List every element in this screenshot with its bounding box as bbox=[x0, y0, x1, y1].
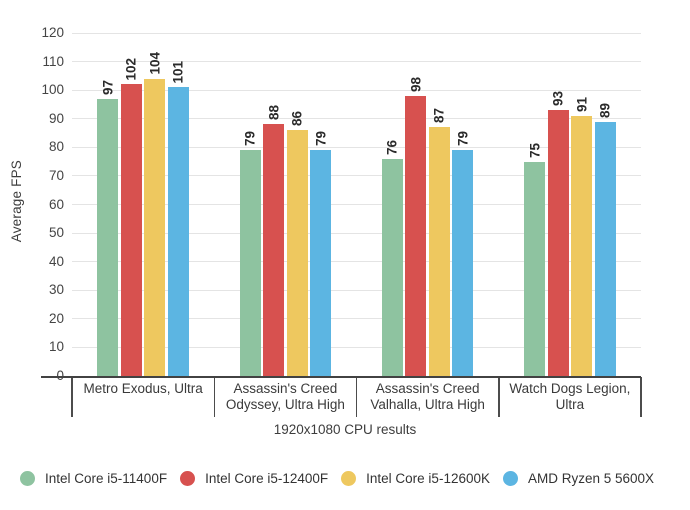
y-tick-label: 20 bbox=[48, 310, 64, 326]
bar-intel-core-i5-12400f bbox=[405, 95, 427, 376]
bar-value-label: 89 bbox=[597, 102, 613, 118]
bar-amd-ryzen-5-5600x bbox=[167, 87, 189, 376]
y-tick-label: 40 bbox=[48, 253, 64, 269]
y-tick-label: 120 bbox=[41, 25, 64, 40]
y-tick-label: 0 bbox=[24, 368, 64, 384]
bar-intel-core-i5-12400f bbox=[547, 110, 569, 376]
y-tick-label: 100 bbox=[41, 82, 64, 98]
category-divider bbox=[355, 377, 358, 417]
legend-swatch-icon bbox=[502, 470, 518, 486]
bar-intel-core-i5-12400f bbox=[263, 124, 285, 376]
y-tick-label: 110 bbox=[42, 53, 64, 69]
bar-value-label: 79 bbox=[242, 131, 258, 147]
y-tick-label: 90 bbox=[48, 110, 64, 126]
legend-label: Intel Core i5-11400F bbox=[45, 470, 168, 486]
gridline bbox=[72, 32, 641, 34]
gridline bbox=[72, 346, 641, 348]
bar-value-label: 98 bbox=[408, 76, 424, 92]
bar-value-label: 88 bbox=[266, 105, 282, 121]
bar-value-label: 79 bbox=[313, 131, 329, 147]
bar-value-label: 91 bbox=[574, 96, 590, 112]
bar-intel-core-i5-12600k bbox=[428, 127, 450, 376]
bar-amd-ryzen-5-5600x bbox=[452, 150, 474, 376]
gridline bbox=[72, 61, 641, 63]
x-category-label: Assassin's Creed Valhalla, Ultra High bbox=[370, 381, 485, 412]
y-tick-label: 70 bbox=[48, 167, 64, 183]
bar-value-label: 104 bbox=[147, 52, 163, 75]
category-divider bbox=[640, 377, 642, 417]
bar-value-label: 86 bbox=[289, 111, 305, 127]
y-tick-label: 10 bbox=[48, 339, 64, 355]
category-divider bbox=[71, 377, 73, 417]
x-category-label: Metro Exodus, Ultra bbox=[83, 381, 203, 396]
gridline bbox=[72, 118, 641, 120]
gridline bbox=[72, 318, 641, 320]
bar-intel-core-i5-12600k bbox=[286, 130, 308, 376]
bar-value-label: 97 bbox=[100, 79, 116, 95]
bar-intel-core-i5-11400f bbox=[381, 158, 403, 376]
gridline bbox=[72, 146, 641, 148]
gridline bbox=[72, 289, 641, 291]
bar-value-label: 101 bbox=[170, 60, 186, 84]
legend-item: Intel Core i5-12600K bbox=[341, 470, 490, 486]
y-axis-title: Average FPS bbox=[9, 160, 24, 243]
bar-amd-ryzen-5-5600x bbox=[594, 121, 616, 376]
y-tick-label: 50 bbox=[48, 225, 64, 241]
x-axis-title: 1920x1080 CPU results bbox=[273, 422, 417, 437]
legend-label: Intel Core i5-12400F bbox=[205, 470, 329, 486]
legend-swatch-icon bbox=[20, 470, 35, 486]
bar-amd-ryzen-5-5600x bbox=[310, 150, 332, 376]
bar-value-label: 87 bbox=[431, 108, 447, 124]
legend-swatch-icon bbox=[180, 470, 196, 486]
y-tick-label: 30 bbox=[48, 282, 64, 298]
legend: Intel Core i5-11400F Intel Core i5-12400F… bbox=[20, 468, 654, 488]
bar-intel-core-i5-12600k bbox=[571, 115, 593, 376]
bar-intel-core-i5-11400f bbox=[524, 161, 546, 376]
gridline bbox=[72, 175, 641, 177]
bar-value-label: 102 bbox=[123, 57, 139, 81]
gridline bbox=[72, 89, 641, 91]
category-divider bbox=[498, 377, 500, 417]
legend-swatch-icon bbox=[341, 470, 357, 486]
legend-label: Intel Core i5-12600K bbox=[366, 470, 490, 486]
bar-value-label: 76 bbox=[384, 139, 400, 155]
bar-intel-core-i5-12400f bbox=[120, 84, 142, 376]
bar-intel-core-i5-11400f bbox=[97, 98, 119, 376]
bar-intel-core-i5-11400f bbox=[239, 150, 261, 376]
x-axis-line bbox=[41, 376, 641, 378]
category-divider bbox=[213, 377, 215, 417]
legend-item: Intel Core i5-11400F bbox=[20, 470, 168, 486]
x-category-label: Watch Dogs Legion, Ultra bbox=[509, 381, 631, 412]
bar-value-label: 93 bbox=[550, 91, 566, 107]
gridline bbox=[72, 261, 641, 263]
gridline bbox=[72, 232, 641, 234]
x-category-label: Assassin's Creed Odyssey, Ultra High bbox=[225, 381, 345, 412]
bar-intel-core-i5-12600k bbox=[144, 78, 166, 376]
legend-label: AMD Ryzen 5 5600X bbox=[527, 470, 655, 486]
legend-item: Intel Core i5-12400F bbox=[180, 470, 329, 486]
y-tick-label: 80 bbox=[48, 139, 64, 155]
bar-value-label: 75 bbox=[527, 142, 543, 158]
gridline bbox=[72, 204, 641, 205]
bar-value-label: 79 bbox=[455, 131, 471, 147]
y-tick-label: 60 bbox=[48, 196, 64, 212]
legend-item: AMD Ryzen 5 5600X bbox=[502, 470, 655, 486]
